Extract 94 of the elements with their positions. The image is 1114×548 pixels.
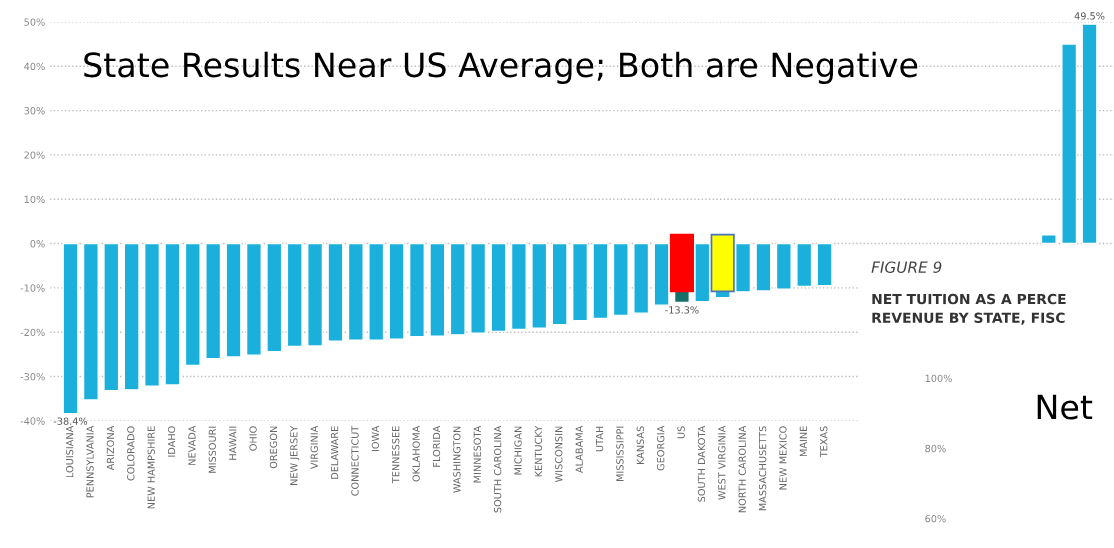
x-tick-label: TEXAS	[820, 426, 828, 458]
bar	[62, 242, 79, 415]
data-label: -38.4%	[53, 417, 88, 425]
bar	[796, 242, 813, 288]
x-tick-label: VIRGINIA	[310, 425, 318, 470]
text: 80%	[925, 444, 946, 453]
bar	[327, 242, 344, 342]
x-tick-label: ARIZONA	[106, 425, 115, 471]
y-tick-label: -30%	[20, 373, 45, 381]
x-tick-label: IOWA	[371, 425, 380, 452]
bar	[429, 242, 446, 337]
x-tick-label: MASSACHUSETTS	[758, 426, 767, 511]
x-tick-label: CONNECTICUT	[351, 425, 359, 496]
x-tick-label: OREGON	[269, 426, 278, 469]
x-tick-label: SOUTH DAKOTA	[697, 425, 706, 502]
x-tick-label: MICHIGAN	[514, 426, 522, 475]
x-tick-label: LOUISIANA	[65, 425, 74, 478]
x-tick-label: NEW MEXICO	[779, 426, 787, 490]
bar	[408, 242, 426, 338]
x-tick-label: NEVADA	[188, 425, 196, 465]
bar	[633, 242, 650, 314]
y-tick-label: 20%	[24, 151, 45, 159]
x-tick-label: TENNESSEE	[392, 426, 400, 484]
y-tick-label: 50%	[24, 18, 45, 26]
x-tick-label: GEORGIA	[657, 425, 665, 471]
bar	[205, 242, 222, 360]
y-tick-label: 40%	[24, 62, 45, 71]
bar	[266, 242, 283, 353]
bar	[225, 242, 242, 358]
x-tick-label: MISSISSIPPI	[616, 426, 624, 482]
data-label: -13.3%	[665, 306, 699, 314]
x-tick-label: NEW JERSEY	[290, 425, 300, 485]
bar	[164, 242, 181, 386]
x-tick-label: MISSOURI	[208, 426, 216, 473]
x-tick-label: NEW HAMPSHIRE	[147, 426, 155, 509]
x-tick-label: COLORADO	[127, 426, 135, 481]
y-tick-label: 0%	[30, 240, 45, 248]
x-tick-label: WEST VIRGINIA	[718, 425, 726, 500]
bar	[307, 242, 324, 347]
bar	[1081, 23, 1098, 245]
bar	[531, 242, 548, 329]
data-label: 49.5%	[1074, 12, 1105, 20]
y-tick-label: -40%	[20, 417, 45, 425]
y-tick-label: -20%	[20, 328, 45, 337]
x-tick-label: DELAWARE	[331, 426, 339, 479]
x-tick-label: MINNESOTA	[473, 425, 481, 483]
bar	[347, 242, 364, 341]
bar	[551, 242, 568, 326]
x-tick-label: IDAHO	[167, 426, 176, 457]
text: State Results Near US Average; Both are Negative	[84, 51, 918, 84]
bar	[449, 242, 466, 336]
bar	[592, 242, 609, 320]
text: FIGURE 9	[871, 261, 942, 273]
y-tick-label: 30%	[24, 107, 45, 115]
bar	[103, 242, 120, 392]
bar	[388, 242, 405, 340]
bar	[123, 242, 140, 391]
bar	[571, 242, 589, 322]
bar	[245, 242, 262, 356]
text: 60%	[925, 514, 946, 523]
bar	[470, 242, 487, 334]
bar	[1061, 43, 1078, 245]
bar	[510, 242, 527, 331]
bar	[612, 242, 629, 317]
x-tick-label: WISCONSIN	[555, 426, 563, 483]
x-tick-label: PENNSYLVANIA	[86, 425, 94, 498]
x-tick-label: ALABAMA	[575, 425, 583, 473]
x-tick-label: MAINE	[799, 426, 807, 457]
bar	[490, 242, 507, 333]
bar	[755, 242, 772, 292]
x-tick-label: FLORIDA	[432, 425, 441, 467]
x-tick-label: HAWAII	[229, 426, 237, 460]
y-tick-label: -10%	[20, 284, 45, 292]
x-tick-label: KANSAS	[636, 426, 644, 465]
x-tick-label: OKLAHOMA	[412, 425, 420, 482]
bar	[184, 242, 201, 367]
bar	[368, 242, 385, 341]
x-tick-label: SOUTH CAROLINA	[493, 425, 502, 513]
x-tick-label: NORTH CAROLINA	[738, 425, 746, 513]
x-tick-label: WASHINGTON	[453, 426, 461, 493]
text: NET TUITION AS A PERCE REVENUE BY STATE, FISC	[872, 293, 1066, 325]
x-tick-label: KENTUCKY	[534, 425, 543, 477]
bar	[286, 242, 303, 348]
annotation: Net	[1037, 394, 1093, 420]
bar	[1040, 233, 1057, 245]
bar	[82, 242, 99, 401]
bar	[816, 242, 833, 287]
annotation: 100%	[925, 374, 952, 383]
bar	[144, 242, 161, 387]
bar	[775, 242, 792, 290]
x-tick-label: US	[677, 426, 685, 439]
x-tick-label: UTAH	[596, 426, 604, 452]
y-tick-label: 10%	[24, 195, 45, 204]
x-tick-label: OHIO	[249, 426, 257, 451]
